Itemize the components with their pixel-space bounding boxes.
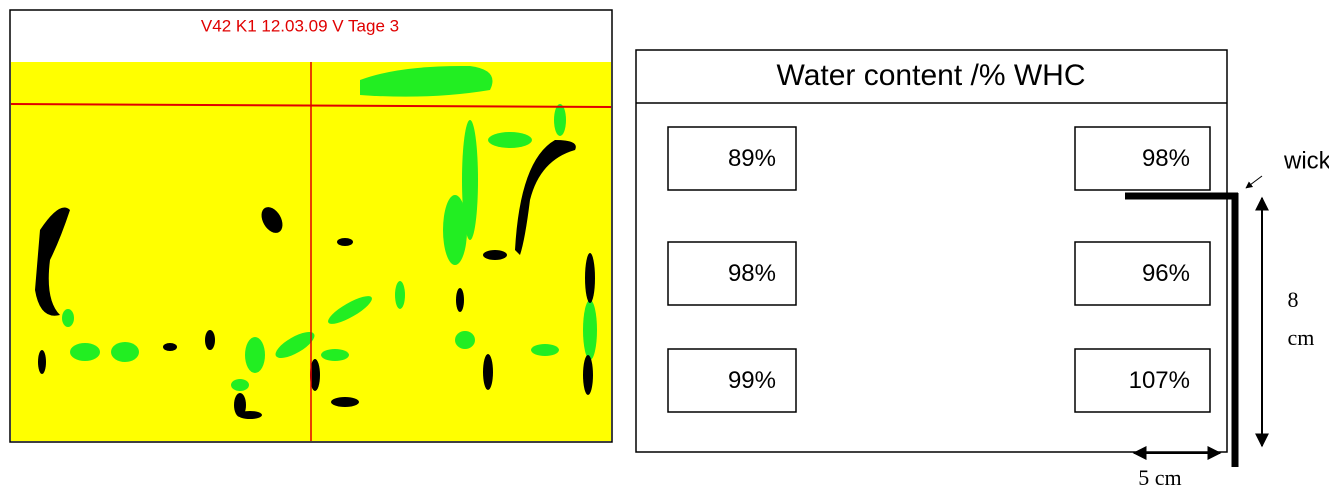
value-text: 99% <box>728 367 776 394</box>
width-label: 5 cm <box>1138 465 1181 490</box>
green-blob <box>455 331 475 349</box>
diagram-title: Water content /% WHC <box>777 59 1086 92</box>
value-text: 107% <box>1129 367 1190 394</box>
black-blob <box>234 393 246 417</box>
value-box <box>667 241 797 306</box>
green-blob <box>395 281 405 309</box>
wick-pointer <box>1245 175 1263 189</box>
green-blob <box>443 195 467 265</box>
black-blob <box>483 354 493 390</box>
black-blob <box>205 330 215 350</box>
value-text: 98% <box>728 260 776 287</box>
black-blob <box>35 207 70 316</box>
black-blob <box>310 359 320 391</box>
black-blob <box>515 140 576 255</box>
green-blob <box>360 65 493 97</box>
green-blob <box>70 343 100 361</box>
wick-label: wick <box>1283 147 1329 174</box>
green-blob <box>245 337 265 373</box>
green-blob <box>275 332 315 358</box>
black-blob <box>337 238 353 246</box>
black-blob <box>456 288 464 312</box>
black-blob <box>38 350 46 374</box>
image-caption: V42 K1 12.03.09 V Tage 3 <box>201 16 399 35</box>
cell-grid: 89% 98% 98% 96% 99% 107% <box>667 126 1211 413</box>
value-box <box>1074 348 1211 413</box>
value-box <box>1074 126 1211 191</box>
black-blob <box>583 355 593 395</box>
value-text: 96% <box>1142 260 1190 287</box>
value-text: 98% <box>1142 145 1190 172</box>
black-blob <box>163 343 177 351</box>
green-regions <box>62 65 597 391</box>
value-text: 89% <box>728 145 776 172</box>
height-unit: cm <box>1288 325 1315 350</box>
value-box <box>1074 241 1211 306</box>
black-blob <box>261 207 283 233</box>
black-blob <box>585 253 595 303</box>
green-blob <box>462 120 478 240</box>
green-blob <box>583 300 597 360</box>
black-blob <box>331 397 359 407</box>
value-box <box>667 126 797 191</box>
height-value: 8 <box>1288 287 1299 312</box>
image-panel: V42 K1 12.03.09 V Tage 3 <box>9 9 613 443</box>
black-blob <box>238 411 262 419</box>
black-blob <box>483 250 507 260</box>
green-blob <box>321 349 349 361</box>
green-blob <box>531 344 559 356</box>
green-blob <box>488 132 532 148</box>
green-blob <box>554 104 566 136</box>
black-regions <box>35 140 595 419</box>
diagram: Water content /% WHC 89% 98% 98% 96% 99% 107%… <box>635 49 1329 490</box>
green-blob <box>231 379 249 391</box>
green-blob <box>111 342 139 362</box>
green-blob <box>328 296 372 324</box>
value-box <box>667 348 797 413</box>
green-blob <box>62 309 74 327</box>
